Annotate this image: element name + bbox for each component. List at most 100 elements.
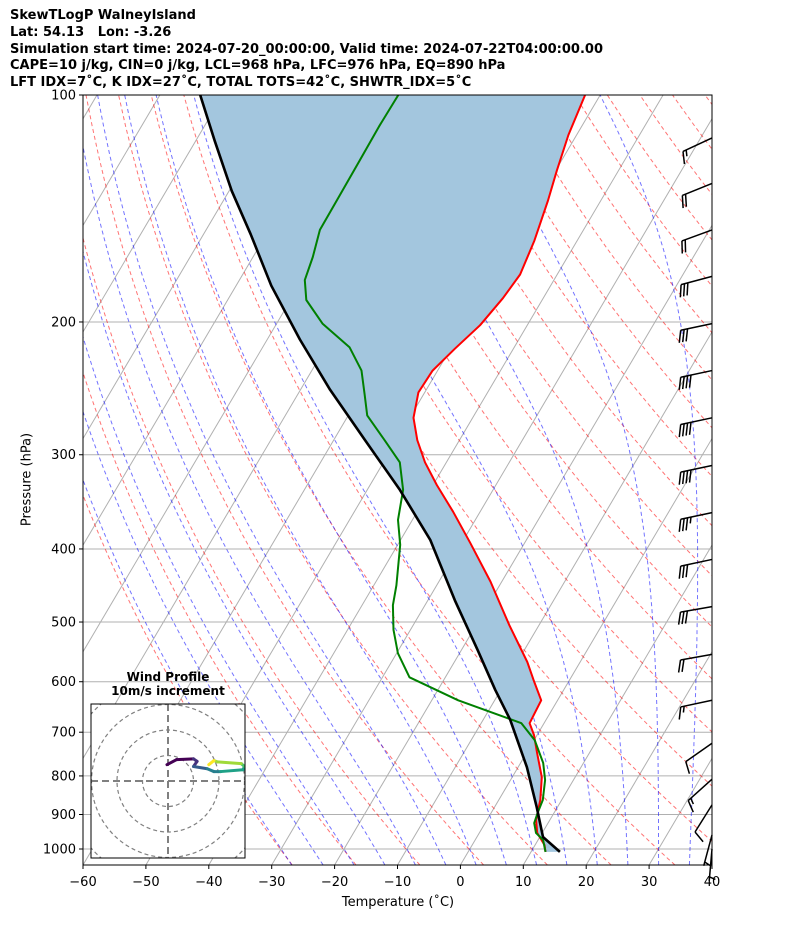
- hodograph-title: Wind Profile 10m/s increment: [88, 670, 248, 698]
- wind-barb-flag: [682, 151, 686, 165]
- isotherm: [334, 224, 712, 865]
- dry-adiabat: [118, 95, 548, 865]
- wind-barb-staff: [680, 417, 713, 426]
- x-tick-label: −30: [258, 875, 285, 890]
- wind-barb: [678, 464, 713, 485]
- hodograph-segment: [192, 764, 209, 771]
- wind-barb-staff: [694, 804, 713, 833]
- wind-barb-half-flag: [689, 517, 692, 524]
- moist-adiabat: [83, 335, 355, 865]
- wind-barb-flag: [685, 564, 689, 578]
- dry-adiabat: [476, 95, 712, 429]
- hodograph-inset: [90, 703, 246, 859]
- y-tick-label: 400: [51, 542, 76, 557]
- y-tick-label: 900: [51, 808, 76, 823]
- wind-barb-staff: [680, 511, 713, 521]
- wind-barb-flag: [681, 376, 685, 390]
- y-tick-label: 600: [51, 675, 76, 690]
- moist-adiabat: [470, 95, 660, 865]
- wind-barb-flag: [684, 194, 688, 207]
- hodograph-title-text: Wind Profile: [126, 670, 210, 684]
- x-tick-label: 20: [578, 875, 595, 890]
- wind-barb-flag: [684, 610, 689, 624]
- wind-barb-staff: [680, 369, 713, 378]
- moist-adiabat: [83, 478, 293, 865]
- isotherm: [208, 95, 664, 865]
- wind-barb: [681, 182, 713, 209]
- wind-barb-staff: [680, 653, 713, 661]
- dry-adiabat: [281, 95, 712, 733]
- chart-title-block: SkewTLogP WalneyIsland Lat: 54.13 Lon: -…: [10, 8, 603, 92]
- wind-barb-flag: [685, 328, 689, 342]
- title-station: SkewTLogP WalneyIsland: [10, 8, 196, 23]
- x-tick-label: −60: [69, 875, 96, 890]
- isotherm: [648, 757, 712, 865]
- hodograph-segment: [219, 768, 245, 774]
- dry-adiabat: [738, 95, 794, 865]
- hodograph-segment: [165, 758, 179, 767]
- wind-barb-flag: [678, 330, 682, 343]
- wind-barb-flag: [678, 472, 682, 485]
- isotherm: [83, 95, 161, 227]
- dewpoint-line: [303, 95, 547, 853]
- isotherm: [83, 95, 224, 333]
- wind-barb-staff: [680, 322, 713, 331]
- wind-barb: [687, 778, 713, 813]
- wind-barb-flag: [678, 519, 682, 532]
- wind-barb-flag: [681, 611, 685, 625]
- wind-barb-flag: [677, 612, 682, 625]
- wind-barb: [677, 605, 713, 625]
- wind-barb: [678, 417, 713, 438]
- y-tick-label: 700: [51, 726, 76, 741]
- moist-adiabat: [371, 95, 629, 865]
- parcel-line: [198, 95, 561, 853]
- dry-adiabat: [313, 95, 712, 680]
- hodograph-segment: [175, 757, 195, 762]
- wind-barb-flag: [681, 565, 685, 579]
- x-tick-label: 40: [704, 875, 721, 890]
- moist-adiabat: [83, 249, 386, 865]
- hodograph-frame: [90, 703, 246, 859]
- wind-barb-flag: [694, 831, 704, 843]
- wind-barb-flag: [685, 375, 689, 389]
- x-tick-label: 10: [515, 875, 532, 890]
- dry-adiabat: [672, 95, 712, 151]
- y-tick-label: 100: [51, 89, 76, 104]
- wind-barb-flag: [678, 424, 682, 438]
- wind-barb-flag: [685, 761, 691, 774]
- wind-barb-half-flag: [709, 876, 716, 881]
- wind-barb-flag: [681, 518, 685, 532]
- isotherm: [711, 864, 712, 865]
- wind-barb-staff: [682, 137, 713, 153]
- moist-adiabat: [599, 95, 699, 865]
- isotherm: [83, 95, 287, 440]
- y-axis-label: Pressure (hPa): [19, 432, 35, 527]
- wind-barb-staff: [702, 834, 713, 867]
- dry-adiabat: [443, 95, 712, 478]
- x-tick-label: 0: [456, 875, 464, 890]
- wind-barb-flag: [679, 284, 682, 298]
- wind-barb-half-flag: [685, 149, 688, 157]
- wind-barb-flag: [677, 659, 682, 673]
- wind-barb-staff: [680, 275, 713, 286]
- y-tick-label: 200: [51, 315, 76, 330]
- wind-barb: [679, 275, 713, 298]
- wind-barb: [677, 653, 713, 673]
- wind-barb: [678, 699, 713, 720]
- dry-adiabat: [83, 493, 293, 865]
- y-tick-label: 1000: [43, 843, 76, 858]
- title-cape: CAPE=10 j/kg, CIN=0 j/kg, LCL=968 hPa, L…: [10, 58, 506, 74]
- temperature-line: [412, 95, 587, 853]
- wind-barb-staff: [680, 464, 713, 473]
- wind-barb-flag: [681, 659, 685, 672]
- dry-adiabat: [639, 95, 712, 196]
- wind-barb: [682, 137, 713, 165]
- moist-adiabat: [296, 95, 598, 865]
- cin-shading: [200, 95, 586, 852]
- wind-barb-flag: [678, 706, 682, 720]
- moist-adiabat: [155, 95, 507, 865]
- isotherm: [83, 95, 98, 120]
- wind-barb-staff: [681, 229, 713, 242]
- wind-barb-staff: [687, 778, 713, 802]
